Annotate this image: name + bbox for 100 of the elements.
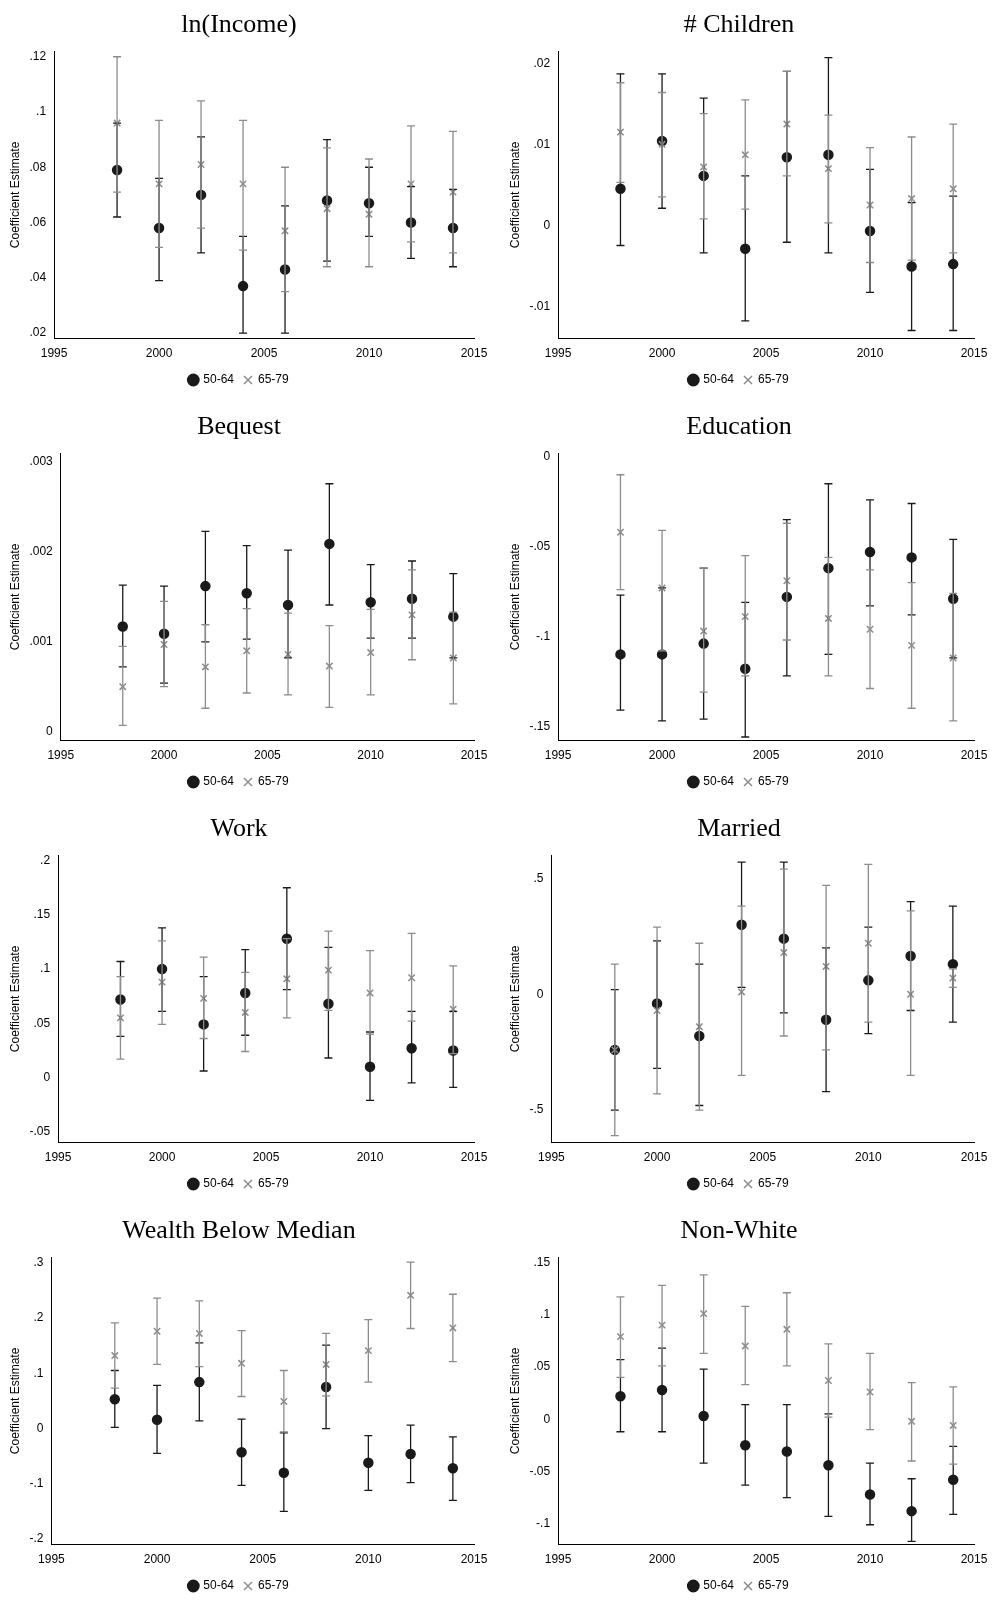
x-tick-label: 2005 xyxy=(749,1150,777,1165)
point xyxy=(406,1291,415,1300)
point xyxy=(822,962,831,971)
point xyxy=(741,612,750,621)
point xyxy=(616,128,625,137)
legend-label: 50-64 xyxy=(703,1176,735,1191)
y-axis-title: Coefficient Estimate xyxy=(507,141,522,249)
x-tick-label: 2000 xyxy=(145,346,173,361)
point xyxy=(907,641,916,650)
x-tick-label: 2000 xyxy=(143,1552,171,1567)
y-tick-label: -.01 xyxy=(529,298,551,313)
point xyxy=(779,948,788,957)
point xyxy=(653,1006,661,1015)
point xyxy=(325,662,334,670)
point xyxy=(658,140,666,149)
chart-title: Work xyxy=(210,813,268,843)
x-tick-label: 2005 xyxy=(250,346,278,361)
y-axis-title: Coefficient Estimate xyxy=(507,1347,522,1455)
legend-label: 50-64 xyxy=(203,372,235,387)
x-tick-label: 2005 xyxy=(249,1552,277,1567)
y-tick-label: .01 xyxy=(533,136,551,151)
legend-label: 65-79 xyxy=(758,1176,790,1191)
legend-label: 50-64 xyxy=(703,372,735,387)
y-tick-label: .05 xyxy=(33,1015,51,1030)
chart-title: Bequest xyxy=(197,411,282,441)
y-axis-title: Coefficient Estimate xyxy=(7,945,22,1053)
point xyxy=(284,650,292,659)
x-tick-label: 2005 xyxy=(752,1552,780,1567)
x-tick-label: 2005 xyxy=(752,748,780,763)
y-tick-label: .1 xyxy=(33,1365,44,1380)
y-tick-label: .08 xyxy=(29,159,47,174)
point xyxy=(160,640,168,649)
point xyxy=(365,210,373,219)
point xyxy=(407,179,415,188)
y-axis-title: Coefficient Estimate xyxy=(7,141,22,249)
x-tick-label: 2000 xyxy=(648,748,676,763)
x-tick-label: 2010 xyxy=(855,1150,883,1165)
legend-label: 65-79 xyxy=(758,774,790,789)
x-tick-label: 2005 xyxy=(254,748,282,763)
chart-title: Married xyxy=(697,813,781,843)
y-tick-label: -.05 xyxy=(529,538,551,553)
y-axis-title: Coefficient Estimate xyxy=(7,543,22,651)
point xyxy=(949,184,958,193)
x-tick-label: 2010 xyxy=(357,748,385,763)
y-tick-label: .15 xyxy=(33,907,51,922)
x-tick-label: 2015 xyxy=(460,1150,488,1165)
point xyxy=(616,1332,625,1341)
chart-title: Non-White xyxy=(680,1215,798,1245)
point xyxy=(366,989,374,997)
x-tick-label: 2010 xyxy=(355,1552,383,1567)
y-tick-label: 0 xyxy=(543,449,551,464)
x-tick-label: 1995 xyxy=(47,748,75,763)
x-tick-label: 1995 xyxy=(38,1552,66,1567)
y-tick-label: .5 xyxy=(533,870,544,885)
y-tick-label: -.05 xyxy=(529,1463,551,1478)
point xyxy=(948,974,957,982)
y-tick-label: 0 xyxy=(543,217,551,232)
point xyxy=(741,1342,750,1350)
point xyxy=(239,179,247,188)
legend-label: 65-79 xyxy=(258,774,290,789)
legend-label: 65-79 xyxy=(758,372,790,387)
legend-label: 65-79 xyxy=(258,1578,290,1593)
chart-title: # Children xyxy=(683,9,795,39)
point xyxy=(201,663,210,671)
y-tick-label: .06 xyxy=(29,214,47,229)
y-tick-label: -.5 xyxy=(529,1102,544,1117)
point xyxy=(864,939,873,948)
point xyxy=(737,988,746,996)
x-tick-label: 2005 xyxy=(252,1150,280,1165)
point xyxy=(364,1346,373,1355)
point xyxy=(324,966,333,975)
legend-label: 50-64 xyxy=(203,1176,235,1191)
point xyxy=(699,163,708,171)
chart-title: Education xyxy=(686,411,792,441)
point xyxy=(699,1309,708,1318)
x-tick-label: 1995 xyxy=(544,748,572,763)
point xyxy=(824,1376,833,1385)
y-tick-label: .04 xyxy=(29,270,47,285)
point xyxy=(199,994,208,1003)
y-tick-label: .05 xyxy=(533,1359,551,1374)
y-tick-label: 0 xyxy=(543,1411,551,1426)
y-tick-label: -.1 xyxy=(536,1516,551,1531)
y-tick-label: 0 xyxy=(43,1069,51,1084)
y-tick-label: .15 xyxy=(533,1254,551,1269)
y-tick-label: 0 xyxy=(46,723,54,738)
y-tick-label: .02 xyxy=(29,325,47,340)
x-tick-label: 2015 xyxy=(460,346,488,361)
x-tick-label: 2010 xyxy=(356,1150,384,1165)
point xyxy=(866,1388,874,1396)
x-tick-label: 2000 xyxy=(150,748,178,763)
x-tick-label: 2010 xyxy=(355,346,383,361)
point xyxy=(658,1321,666,1330)
y-tick-label: .02 xyxy=(533,55,551,70)
point xyxy=(824,614,833,623)
y-tick-label: 0 xyxy=(36,1420,44,1435)
point xyxy=(448,1324,457,1332)
legend-label: 50-64 xyxy=(203,1578,235,1593)
y-tick-label: -.2 xyxy=(29,1531,44,1546)
point xyxy=(281,226,289,235)
point xyxy=(949,1421,958,1430)
